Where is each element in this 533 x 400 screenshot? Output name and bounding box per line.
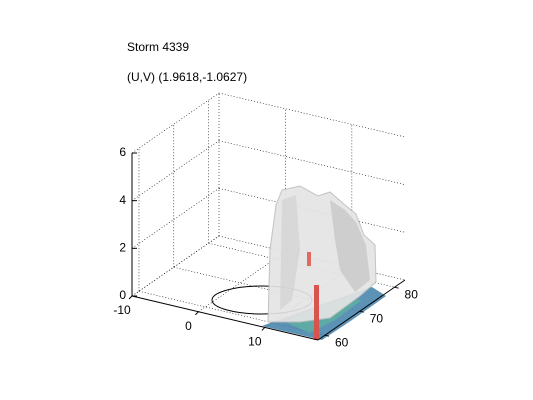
x-axis xyxy=(131,295,319,341)
grid-line xyxy=(218,92,406,138)
y-tick-label: 70 xyxy=(370,311,384,325)
y-axis xyxy=(317,279,406,341)
x-tick xyxy=(195,311,199,316)
z-tick-label: 0 xyxy=(119,288,126,302)
x-tick xyxy=(128,295,133,300)
chart-title: Storm 4339 xyxy=(127,40,189,54)
x-tick-label: 0 xyxy=(185,319,192,333)
z-tick-label: 2 xyxy=(119,241,126,255)
y-tick xyxy=(394,286,399,289)
y-tick xyxy=(359,310,364,313)
y-tick xyxy=(324,334,330,337)
z-tick-label: 6 xyxy=(119,145,126,159)
x-tick xyxy=(261,327,266,331)
y-tick-label: 60 xyxy=(335,335,349,349)
isosurface-shade xyxy=(280,195,300,310)
chart-subtitle: (U,V) (1.9618,-1.0627) xyxy=(127,70,247,84)
grid-line xyxy=(218,188,406,233)
x-tick-label: -10 xyxy=(113,303,131,317)
y-tick-label: 80 xyxy=(405,287,419,301)
x-tick-label: 10 xyxy=(248,335,262,349)
red-column xyxy=(307,252,311,266)
z-tick-label: 4 xyxy=(119,193,126,207)
grid-line xyxy=(218,140,406,185)
isosurface-shade xyxy=(330,200,370,292)
red-column xyxy=(314,285,319,340)
